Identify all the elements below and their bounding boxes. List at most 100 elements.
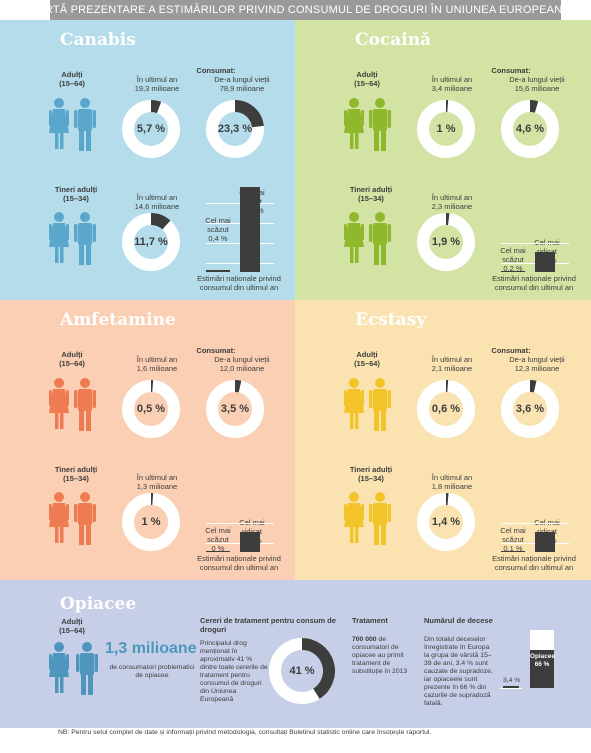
consumat-label: Consumat: (491, 66, 531, 75)
young-year-label: În ultimul an 14,6 milioane (134, 193, 180, 211)
adult-year-value: 0,5 % (136, 403, 166, 415)
donut-arc (150, 100, 162, 114)
page-title: SCURTĂ PREZENTARE A ESTIMĂRILOR PRIVIND … (21, 4, 570, 16)
grid-line (501, 243, 569, 244)
adult-life-value: 23,3 % (217, 123, 253, 135)
panel-title-opiacee: Opiacee (60, 594, 137, 614)
adulti-label: Adulți (15–64) (59, 350, 85, 368)
donut-arc (234, 100, 264, 128)
decese-title: Numărul de decese (424, 616, 493, 625)
high-bar (240, 187, 260, 272)
panel-amfe: Amfetamine Consumat: Adulți (15–64) În ul… (0, 300, 295, 580)
young-year-donut: 11,7 % (122, 213, 180, 271)
adult-life-label: De-a lungul vieții 12,0 milioane (214, 355, 270, 373)
estimari-label: Estimări naționale privind consumul din … (492, 554, 576, 572)
tineri-label: Tineri adulți (15–34) (349, 465, 393, 483)
page-header: SCURTĂ PREZENTARE A ESTIMĂRILOR PRIVIND … (0, 0, 591, 20)
cereri-text: Principalul drog menționat în aproximati… (200, 640, 268, 703)
low-bar (501, 271, 525, 272)
adult-year-donut: 1 % (417, 100, 475, 158)
opiate-bar (530, 649, 554, 688)
adult-life-value: 4,6 % (515, 123, 545, 135)
adult-year-label: În ultimul an 3,4 milioane (431, 75, 473, 93)
adults-people-icon (49, 642, 98, 695)
overdose-bar-value: 3,4 % (503, 677, 521, 684)
estimari-label: Estimări naționale privind consumul din … (197, 554, 281, 572)
panel-title: Amfetamine (60, 310, 176, 330)
adult-life-donut: 23,3 % (206, 100, 264, 158)
low-label: Cel mai scăzut 0,2 % (500, 246, 526, 273)
young-year-value: 1,4 % (431, 516, 461, 528)
young-year-value: 1,9 % (431, 236, 461, 248)
young-year-label: În ultimul an 1,8 milioane (431, 473, 473, 491)
adult-life-label: De-a lungul vieții 15,6 milioane (509, 75, 565, 93)
panel-opiacee: Opiacee Adulți (15–64) 1,3 milioane de co… (0, 580, 591, 728)
adulti-label: Adulți (15–64) (354, 70, 380, 88)
consumat-label: Consumat: (491, 346, 531, 355)
donut-arc (234, 380, 242, 393)
high-bar (240, 532, 260, 552)
adult-life-value: 3,5 % (220, 403, 250, 415)
donut-arc (150, 213, 171, 230)
young-year-label: În ultimul an 2,3 milioane (431, 193, 473, 211)
low-label: Cel mai scăzut 0,1 % (500, 526, 526, 553)
panel-title: Cocaină (355, 30, 432, 50)
consumat-label: Consumat: (196, 66, 236, 75)
header-bar (50, 0, 561, 20)
low-label: Cel mai scăzut 0 % (205, 526, 231, 553)
donut-arc (529, 100, 539, 113)
young-people-icon (344, 212, 391, 265)
low-bar (206, 551, 230, 552)
adult-year-label: În ultimul an 1,6 milioane (136, 355, 178, 373)
adult-life-label: De-a lungul vieții 12,3 milioane (509, 355, 565, 373)
young-year-donut: 1,4 % (417, 493, 475, 551)
adulti-label: Adulți (15–64) (59, 617, 85, 635)
estimari-label: Estimări naționale privind consumul din … (197, 274, 281, 292)
adults-people-icon (49, 98, 96, 151)
adult-life-label: De-a lungul vieții 78,9 milioane (214, 75, 270, 93)
adult-year-value: 5,7 % (136, 123, 166, 135)
cereri-donut-value: 41 % (289, 665, 315, 677)
young-year-donut: 1 % (122, 493, 180, 551)
adult-year-value: 0,6 % (431, 403, 461, 415)
panel-title: Ecstasy (355, 310, 427, 330)
high-bar (535, 532, 555, 552)
tineri-label: Tineri adulți (15–34) (54, 465, 98, 483)
grid-line (206, 523, 274, 524)
donut-arc (301, 638, 335, 699)
adult-year-label: În ultimul an 2,1 milioane (431, 355, 473, 373)
young-year-label: În ultimul an 1,3 milioane (136, 473, 178, 491)
estimari-label: Estimări naționale privind consumul din … (492, 274, 576, 292)
adulti-label: Adulți (15–64) (354, 350, 380, 368)
tineri-label: Tineri adulți (15–34) (54, 185, 98, 203)
tratament-title: Tratament (352, 616, 388, 625)
tineri-label: Tineri adulți (15–34) (349, 185, 393, 203)
adult-year-label: În ultimul an 19,3 milioane (134, 75, 180, 93)
donut-arc (529, 380, 537, 393)
panel-ecstasy: Ecstasy Consumat: Adulți (15–64) În ultim… (295, 300, 591, 580)
young-people-icon (49, 212, 96, 265)
adult-life-donut: 3,5 % (206, 380, 264, 438)
high-bar (535, 252, 555, 272)
grid-line (501, 523, 569, 524)
panel-title: Canabis (60, 30, 136, 50)
opiate-bar-label: Opiacee 66 % (530, 652, 555, 668)
footer-note: NB: Pentru setul complet de date și info… (58, 729, 432, 736)
overdose-small-bar (503, 686, 519, 688)
problem-users-label: de consumatori problematici de opiacee (109, 664, 195, 679)
adult-life-donut: 3,6 % (501, 380, 559, 438)
adult-year-value: 1 % (436, 123, 456, 135)
adults-people-icon (344, 98, 391, 151)
adulti-label: Adulți (15–64) (59, 70, 85, 88)
cereri-title: Cereri de tratament pentru consum de dro… (200, 616, 336, 634)
young-people-icon (49, 492, 96, 545)
tratament-text: 700 000 de consumatori de opiacee au pri… (352, 636, 408, 675)
problem-users-count: 1,3 milioane (105, 640, 197, 657)
low-bar (501, 551, 525, 552)
decese-baseline (500, 688, 522, 689)
cereri-donut-chart (269, 638, 335, 704)
young-year-value: 1 % (141, 516, 161, 528)
adults-people-icon (49, 378, 96, 431)
consumat-label: Consumat: (196, 346, 236, 355)
low-label: Cel mai scăzut 0,4 % (205, 216, 231, 243)
